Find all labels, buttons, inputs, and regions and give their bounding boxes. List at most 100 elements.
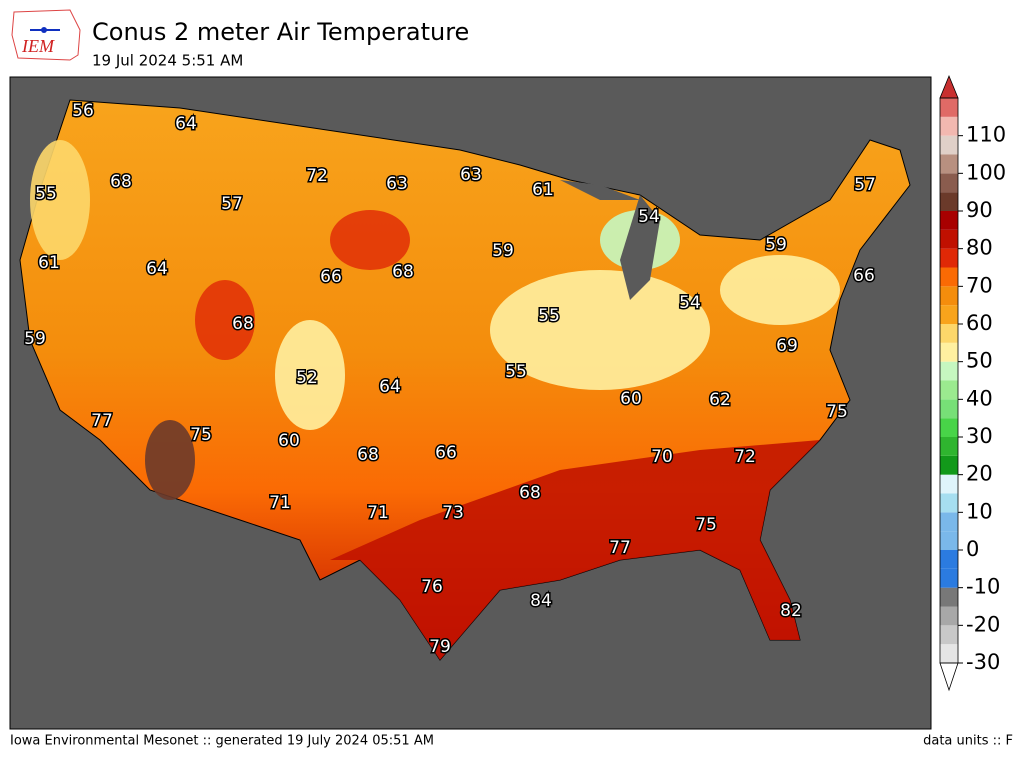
subtitle: 19 Jul 2024 5:51 AM xyxy=(92,52,243,70)
colorbar-tick-label: 60 xyxy=(966,311,993,335)
temp-label: 55 xyxy=(505,362,527,382)
colorbar-tick-label: 90 xyxy=(966,198,993,222)
footer-right: data units :: F xyxy=(923,734,1013,749)
temp-label: 55 xyxy=(538,306,560,326)
temp-label: 69 xyxy=(776,336,798,356)
temp-label: 84 xyxy=(530,591,552,611)
temp-label: 75 xyxy=(190,425,212,445)
temp-label: 72 xyxy=(734,447,756,467)
temp-label: 77 xyxy=(91,411,113,431)
colorbar-band xyxy=(940,380,958,400)
temp-label: 55 xyxy=(35,184,57,204)
colorbar-tick-label: 10 xyxy=(966,499,993,523)
temp-label: 59 xyxy=(24,329,46,349)
temp-label: 68 xyxy=(392,262,414,282)
colorbar-band xyxy=(940,455,958,475)
temp-label: 60 xyxy=(278,431,300,451)
temp-label: 66 xyxy=(435,443,457,463)
logo-text: IEM xyxy=(21,36,55,56)
temp-label: 82 xyxy=(780,601,802,621)
colorbar-band xyxy=(940,399,958,419)
colorbar-band xyxy=(940,625,958,645)
colorbar-tick-label: -20 xyxy=(966,612,1000,636)
colorbar-band xyxy=(940,512,958,532)
colorbar-band xyxy=(940,229,958,249)
temp-label: 60 xyxy=(620,389,642,409)
colorbar-tick-label: 40 xyxy=(966,386,993,410)
colorbar-band xyxy=(940,550,958,569)
colorbar-tick-label: 80 xyxy=(966,236,993,260)
temp-label: 52 xyxy=(296,368,318,388)
colorbar-band xyxy=(940,192,958,211)
temp-label: 63 xyxy=(460,165,482,185)
temp-label: 64 xyxy=(146,259,168,279)
temp-label: 68 xyxy=(232,314,254,334)
colorbar-band xyxy=(940,342,958,362)
title: Conus 2 meter Air Temperature xyxy=(92,18,469,46)
colorbar-band xyxy=(940,267,958,287)
colorbar-band xyxy=(940,437,958,456)
colorbar-frame xyxy=(939,97,959,664)
temp-label: 68 xyxy=(110,172,132,192)
colorbar-tick-label: 30 xyxy=(966,424,993,448)
colorbar: -30 -20 -10 0 10 20 30 40 50 60 70 80 90 100 110 xyxy=(939,74,1006,692)
colorbar-over xyxy=(939,74,959,99)
colorbar-band xyxy=(940,248,958,268)
temp-label: 61 xyxy=(532,180,554,200)
footer-left: Iowa Environmental Mesonet :: generated … xyxy=(10,734,434,749)
temp-label: 57 xyxy=(854,175,876,195)
colorbar-tick-label: 110 xyxy=(966,123,1006,147)
map xyxy=(9,76,932,730)
colorbar-band xyxy=(940,286,958,306)
temp-label: 75 xyxy=(826,402,848,422)
colorbar-band xyxy=(940,531,958,550)
temp-label: 66 xyxy=(853,266,875,286)
colorbar-band xyxy=(940,98,958,117)
colorbar-tick-label: 20 xyxy=(966,462,993,486)
colorbar-tick-label: 0 xyxy=(966,537,979,561)
temp-label: 75 xyxy=(695,515,717,535)
colorbar-band xyxy=(940,361,958,381)
colorbar-band xyxy=(940,154,958,174)
colorbar-band xyxy=(940,116,958,136)
colorbar-band xyxy=(940,493,958,513)
colorbar-band xyxy=(940,606,958,626)
temp-label: 54 xyxy=(679,293,701,313)
logo: IEM xyxy=(11,9,81,61)
colorbar-band xyxy=(940,135,958,155)
temp-label: 62 xyxy=(709,390,731,410)
temp-label: 61 xyxy=(38,253,60,273)
temp-label: 56 xyxy=(72,101,94,121)
temp-label: 64 xyxy=(175,114,197,134)
temp-label: 71 xyxy=(269,493,291,513)
colorbar-band xyxy=(940,418,958,437)
temp-label: 63 xyxy=(386,174,408,194)
temp-label: 72 xyxy=(306,166,328,186)
colorbar-under xyxy=(939,662,959,692)
temp-label: 77 xyxy=(609,538,631,558)
temp-label: 64 xyxy=(379,377,401,397)
colorbar-tick-label: -30 xyxy=(966,650,1000,674)
temp-label: 73 xyxy=(442,503,464,523)
temp-label: 76 xyxy=(421,577,443,597)
colorbar-band xyxy=(940,568,958,588)
colorbar-tick-label: -10 xyxy=(966,575,1000,599)
temp-label: 68 xyxy=(519,483,541,503)
colorbar-band xyxy=(940,324,958,343)
colorbar-band xyxy=(940,587,958,607)
temp-label: 66 xyxy=(320,267,342,287)
colorbar-band xyxy=(940,173,958,193)
temp-label: 68 xyxy=(357,445,379,465)
colorbar-band xyxy=(940,305,958,324)
colorbar-tick-label: 70 xyxy=(966,273,993,297)
temp-label: 59 xyxy=(492,241,514,261)
temp-label: 54 xyxy=(638,207,660,227)
colorbar-band xyxy=(940,474,958,494)
temp-label: 79 xyxy=(429,637,451,657)
temp-label: 70 xyxy=(651,447,673,467)
colorbar-band xyxy=(940,211,958,230)
colorbar-band xyxy=(940,644,958,663)
temp-label: 57 xyxy=(221,194,243,214)
temp-label: 59 xyxy=(765,235,787,255)
